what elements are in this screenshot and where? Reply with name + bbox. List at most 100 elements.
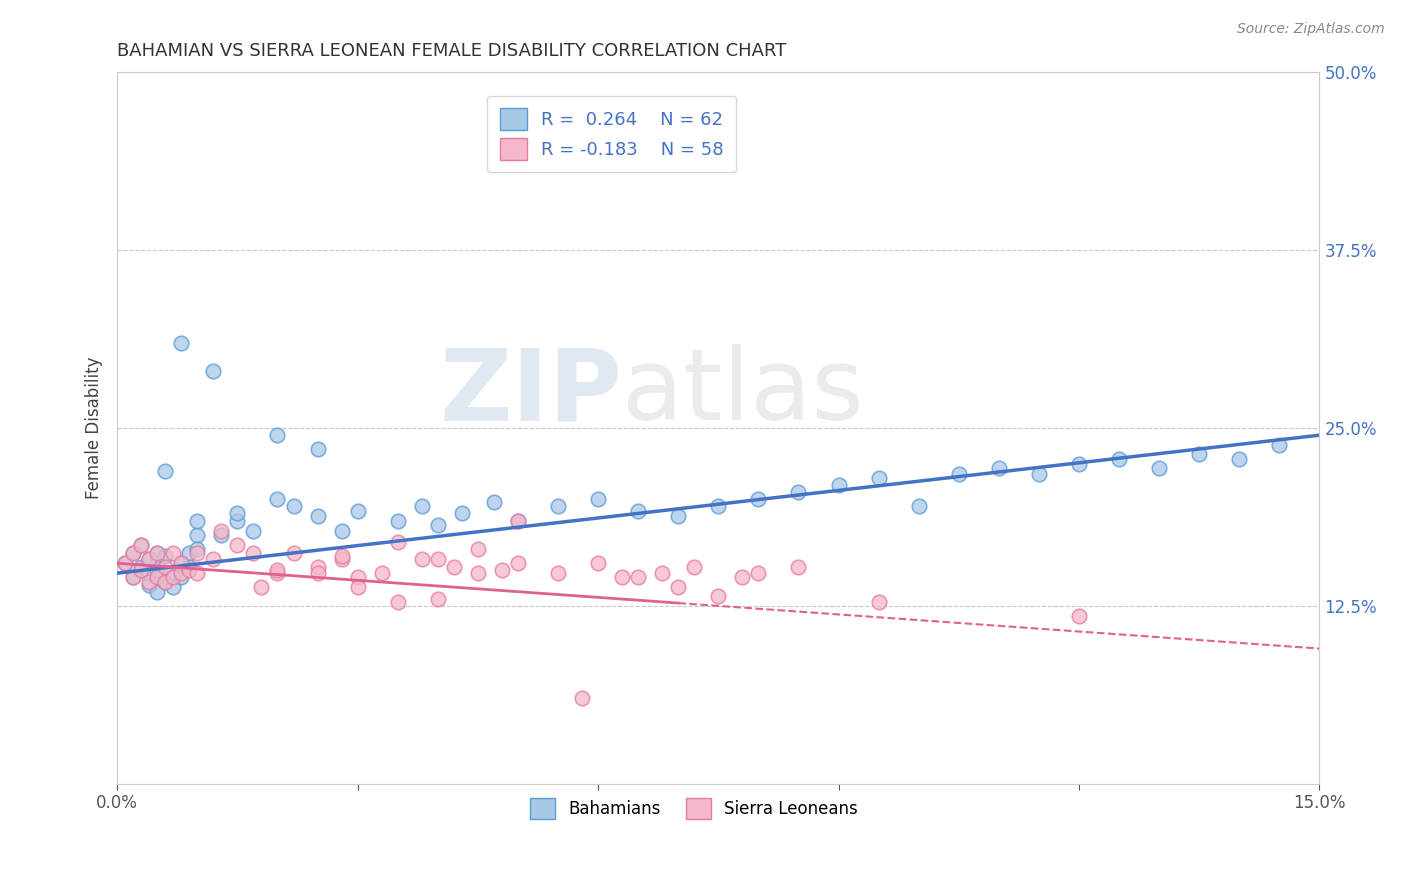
Legend: Bahamians, Sierra Leoneans: Bahamians, Sierra Leoneans <box>523 791 865 825</box>
Y-axis label: Female Disability: Female Disability <box>86 357 103 500</box>
Point <box>1067 608 1090 623</box>
Point <box>1268 438 1291 452</box>
Point <box>170 566 193 581</box>
Point <box>179 546 201 560</box>
Point <box>586 556 609 570</box>
Point <box>450 507 472 521</box>
Point <box>651 566 673 581</box>
Point <box>138 566 160 581</box>
Point <box>162 546 184 560</box>
Point <box>138 552 160 566</box>
Point <box>307 509 329 524</box>
Point <box>170 556 193 570</box>
Point <box>987 461 1010 475</box>
Point <box>129 538 152 552</box>
Point <box>426 591 449 606</box>
Text: BAHAMIAN VS SIERRA LEONEAN FEMALE DISABILITY CORRELATION CHART: BAHAMIAN VS SIERRA LEONEAN FEMALE DISABI… <box>117 42 786 60</box>
Point <box>138 574 160 589</box>
Point <box>907 500 929 514</box>
Point <box>330 552 353 566</box>
Point <box>138 552 160 566</box>
Point <box>179 560 201 574</box>
Point <box>868 471 890 485</box>
Point <box>129 560 152 574</box>
Point <box>411 500 433 514</box>
Point <box>610 570 633 584</box>
Point <box>250 581 273 595</box>
Point <box>370 566 392 581</box>
Point <box>283 546 305 560</box>
Point <box>666 581 689 595</box>
Point <box>707 500 730 514</box>
Point <box>122 570 145 584</box>
Point <box>146 584 169 599</box>
Point <box>1108 452 1130 467</box>
Point <box>226 514 249 528</box>
Point <box>242 546 264 560</box>
Point <box>146 556 169 570</box>
Point <box>162 566 184 581</box>
Point <box>482 495 505 509</box>
Point <box>1147 461 1170 475</box>
Point <box>506 556 529 570</box>
Point <box>209 524 232 538</box>
Point <box>307 442 329 457</box>
Point <box>162 581 184 595</box>
Point <box>787 485 810 500</box>
Point <box>283 500 305 514</box>
Point <box>787 560 810 574</box>
Text: ZIP: ZIP <box>439 344 621 441</box>
Point <box>426 552 449 566</box>
Point <box>467 566 489 581</box>
Point <box>155 464 177 478</box>
Point <box>186 541 208 556</box>
Point <box>186 566 208 581</box>
Point <box>346 570 368 584</box>
Point <box>226 538 249 552</box>
Point <box>387 594 409 608</box>
Point <box>266 428 288 442</box>
Point <box>506 514 529 528</box>
Point <box>491 563 513 577</box>
Point <box>226 507 249 521</box>
Point <box>426 517 449 532</box>
Text: Source: ZipAtlas.com: Source: ZipAtlas.com <box>1237 22 1385 37</box>
Point <box>114 556 136 570</box>
Point <box>506 514 529 528</box>
Point <box>387 534 409 549</box>
Point <box>146 570 169 584</box>
Point <box>547 500 569 514</box>
Point <box>266 566 288 581</box>
Point <box>547 566 569 581</box>
Point <box>129 538 152 552</box>
Point <box>202 552 225 566</box>
Point <box>162 570 184 584</box>
Point <box>747 566 769 581</box>
Point <box>731 570 754 584</box>
Point <box>122 546 145 560</box>
Point <box>571 691 593 706</box>
Point <box>411 552 433 566</box>
Point <box>747 492 769 507</box>
Point <box>827 478 849 492</box>
Point <box>1188 447 1211 461</box>
Point <box>586 492 609 507</box>
Point <box>155 574 177 589</box>
Point <box>170 570 193 584</box>
Point <box>122 546 145 560</box>
Point <box>443 560 465 574</box>
Point <box>146 546 169 560</box>
Point <box>868 594 890 608</box>
Point <box>266 563 288 577</box>
Text: atlas: atlas <box>621 344 863 441</box>
Point <box>155 560 177 574</box>
Point <box>666 509 689 524</box>
Point <box>683 560 706 574</box>
Point <box>155 574 177 589</box>
Point <box>129 563 152 577</box>
Point <box>146 546 169 560</box>
Point <box>346 503 368 517</box>
Point <box>202 364 225 378</box>
Point <box>266 492 288 507</box>
Point <box>138 577 160 591</box>
